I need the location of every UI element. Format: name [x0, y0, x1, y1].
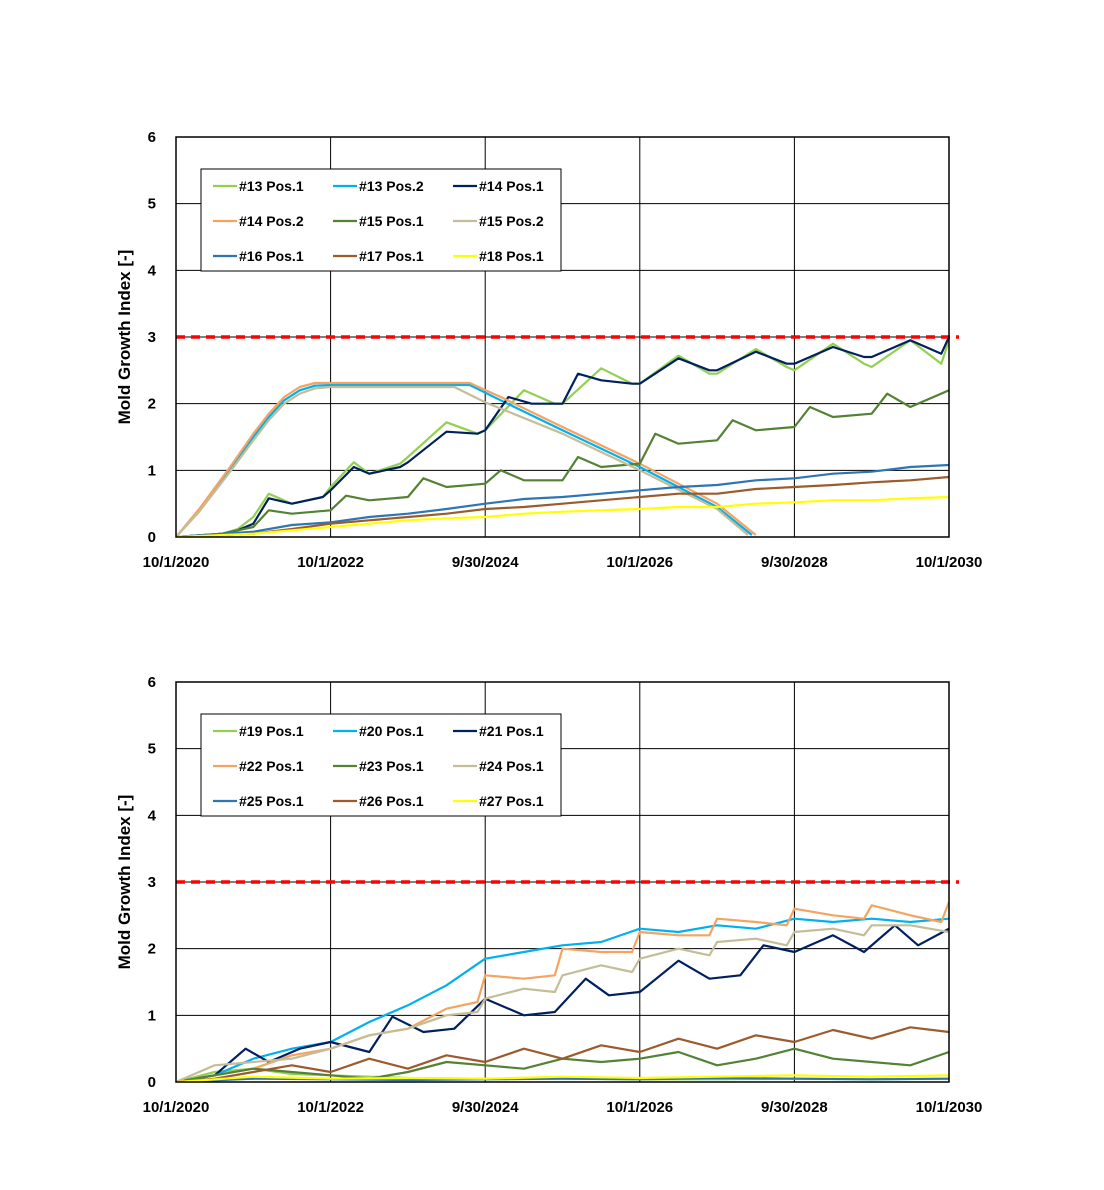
series-line-21-pos-1	[176, 924, 949, 1082]
series-line-17-pos-1	[176, 475, 949, 537]
legend-label: #14 Pos.2	[239, 213, 304, 229]
series-line-27-pos-1	[176, 1074, 949, 1082]
y-tick-label: 1	[148, 462, 156, 479]
series-line-24-pos-1	[176, 924, 949, 1082]
x-tick-label: 10/1/2020	[143, 554, 210, 571]
y-tick-label: 4	[148, 807, 157, 824]
legend-label: #13 Pos.2	[359, 178, 424, 194]
x-tick-label: 10/1/2020	[143, 1099, 210, 1116]
x-tick-label: 10/1/2030	[916, 1099, 983, 1116]
x-tick-label: 10/1/2022	[297, 1099, 364, 1116]
series-line-13-pos-2	[176, 383, 753, 537]
x-tick-label: 9/30/2028	[761, 1099, 828, 1116]
series-line-15-pos-2	[176, 385, 749, 537]
x-tick-label: 10/1/2030	[916, 554, 983, 571]
legend: #19 Pos.1 #20 Pos.1 #21 Pos.1 #22 Pos.1 #23 …	[200, 713, 562, 817]
series-line-14-pos-2	[176, 381, 757, 537]
legend-label: #27 Pos.1	[479, 793, 544, 809]
y-tick-label: 5	[148, 741, 156, 758]
series-line-14-pos-1	[176, 336, 949, 537]
chart-2: 0 1 2 3 4 5 6 10/1/2020 10/1/2022 9/30/2024 10/1/2…	[115, 674, 982, 1116]
y-tick-label: 6	[148, 674, 156, 691]
legend-label: #24 Pos.1	[479, 758, 544, 774]
x-tick-label: 10/1/2026	[606, 554, 673, 571]
y-tick-label: 5	[148, 196, 156, 213]
y-tick-label: 6	[148, 129, 156, 146]
plot-border	[175, 136, 950, 538]
chart-1: 0 1 2 3 4 5 6 10/1/2020 10/1/2022 9/30/2024 10/1/2…	[115, 129, 982, 571]
legend-label: #19 Pos.1	[239, 723, 304, 739]
legend-box	[200, 713, 562, 817]
legend: #13 Pos.1 #13 Pos.2 #14 Pos.1 #14 Pos.2 #15 …	[200, 168, 562, 272]
legend-label: #14 Pos.1	[479, 178, 544, 194]
legend-label: #23 Pos.1	[359, 758, 424, 774]
y-tick-label: 3	[148, 329, 156, 346]
legend-label: #17 Pos.1	[359, 248, 424, 264]
legend-label: #21 Pos.1	[479, 723, 544, 739]
series-line-26-pos-1	[176, 1026, 949, 1082]
series-group	[176, 901, 949, 1082]
legend-label: #18 Pos.1	[479, 248, 544, 264]
series-group	[176, 336, 949, 537]
legend-label: #25 Pos.1	[239, 793, 304, 809]
series-line-18-pos-1	[176, 495, 949, 537]
plot-border	[175, 681, 950, 1083]
legend-label: #13 Pos.1	[239, 178, 304, 194]
y-tick-label: 2	[148, 941, 156, 958]
y-axis-label: Mold Growth Index [-]	[115, 250, 134, 425]
x-tick-label: 9/30/2028	[761, 554, 828, 571]
series-line-15-pos-1	[176, 389, 949, 537]
y-tick-label: 0	[148, 529, 156, 546]
y-tick-label: 4	[148, 262, 157, 279]
series-line-16-pos-1	[176, 463, 949, 537]
x-tick-label: 10/1/2026	[606, 1099, 673, 1116]
legend-label: #15 Pos.1	[359, 213, 424, 229]
y-tick-label: 0	[148, 1074, 156, 1091]
y-tick-label: 1	[148, 1007, 156, 1024]
legend-label: #20 Pos.1	[359, 723, 424, 739]
x-tick-label: 9/30/2024	[452, 554, 519, 571]
legend-label: #16 Pos.1	[239, 248, 304, 264]
y-tick-label: 3	[148, 874, 156, 891]
series-line-20-pos-1	[176, 917, 949, 1082]
x-tick-label: 9/30/2024	[452, 1099, 519, 1116]
x-tick-label: 10/1/2022	[297, 554, 364, 571]
legend-label: #15 Pos.2	[479, 213, 544, 229]
legend-label: #26 Pos.1	[359, 793, 424, 809]
legend-box	[200, 168, 562, 272]
y-tick-label: 2	[148, 396, 156, 413]
legend-label: #22 Pos.1	[239, 758, 304, 774]
y-axis-label: Mold Growth Index [-]	[115, 795, 134, 970]
